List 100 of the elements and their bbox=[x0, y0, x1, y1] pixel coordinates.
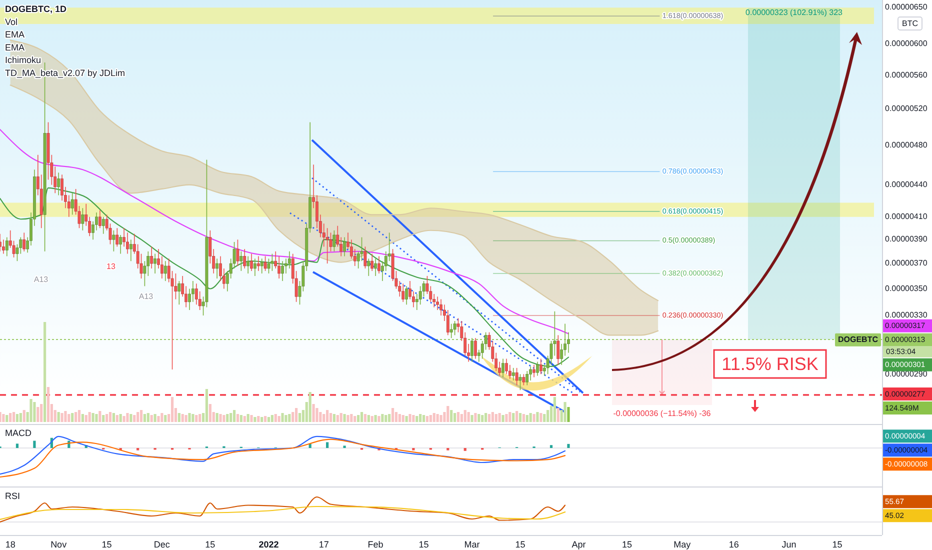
bar bbox=[57, 412, 60, 422]
candlestick bbox=[450, 323, 453, 338]
candlestick bbox=[518, 374, 522, 390]
bar bbox=[481, 415, 484, 422]
bar bbox=[130, 414, 132, 422]
y-tick-label: 0.00000520 bbox=[885, 104, 928, 114]
bar bbox=[278, 416, 280, 422]
bar bbox=[488, 414, 491, 422]
candlestick bbox=[374, 258, 377, 276]
bar bbox=[205, 389, 208, 422]
line-series bbox=[0, 128, 570, 334]
bar bbox=[198, 414, 202, 422]
bar bbox=[346, 415, 350, 422]
bar bbox=[40, 404, 43, 422]
bar bbox=[429, 415, 432, 422]
y-tick-label: 0.00000440 bbox=[885, 180, 928, 189]
annotation: 11.5% RISK bbox=[722, 354, 818, 374]
y-tick-label: 0.00000290 bbox=[885, 369, 928, 378]
bar bbox=[264, 416, 267, 422]
candlestick bbox=[98, 210, 102, 229]
bar bbox=[388, 414, 391, 422]
candlestick bbox=[556, 334, 560, 366]
bar bbox=[350, 414, 353, 422]
y-tick-label: 0.00000480 bbox=[885, 140, 928, 150]
bar bbox=[74, 412, 78, 422]
bar bbox=[64, 411, 67, 422]
bar bbox=[319, 412, 322, 422]
bar bbox=[491, 412, 494, 422]
candlestick bbox=[22, 232, 26, 252]
candlestick bbox=[332, 230, 336, 252]
bar bbox=[484, 413, 488, 422]
bar bbox=[178, 413, 180, 422]
candlestick bbox=[278, 256, 281, 279]
bar bbox=[529, 413, 532, 422]
bar bbox=[284, 415, 288, 422]
annotation: Ichimoku bbox=[5, 55, 42, 66]
bar bbox=[22, 410, 26, 422]
bar bbox=[122, 416, 126, 422]
bar bbox=[108, 412, 112, 422]
annotation: EMA bbox=[5, 42, 25, 52]
bar bbox=[502, 415, 504, 422]
bar bbox=[257, 416, 260, 422]
candlestick bbox=[150, 246, 154, 269]
bar bbox=[267, 417, 270, 422]
bar bbox=[329, 413, 332, 422]
bar bbox=[246, 414, 250, 422]
y-tick-label: 0.00000330 bbox=[885, 310, 928, 320]
bar bbox=[33, 402, 36, 422]
candlestick bbox=[5, 236, 8, 257]
bar bbox=[340, 413, 342, 422]
candlestick bbox=[532, 364, 536, 378]
bar bbox=[308, 392, 312, 422]
bar bbox=[136, 412, 140, 422]
bar bbox=[398, 414, 401, 422]
candlestick bbox=[236, 239, 240, 266]
bar bbox=[184, 415, 188, 422]
bar bbox=[98, 411, 102, 422]
bar bbox=[498, 413, 501, 422]
bar bbox=[381, 414, 384, 422]
y-tick-label: 0.00000410 bbox=[885, 212, 928, 222]
bar bbox=[288, 414, 291, 422]
bar bbox=[46, 387, 50, 422]
bar bbox=[232, 410, 236, 422]
candlestick bbox=[164, 260, 167, 282]
x-tick-label: Mar bbox=[464, 539, 480, 550]
bar bbox=[360, 412, 364, 422]
bar bbox=[416, 416, 418, 422]
candlestick bbox=[256, 256, 260, 272]
bar bbox=[446, 406, 450, 422]
candlestick bbox=[536, 361, 539, 376]
bar bbox=[116, 415, 118, 422]
line-series bbox=[10, 84, 659, 336]
bar bbox=[370, 416, 374, 422]
bar bbox=[478, 414, 480, 422]
candlestick bbox=[453, 320, 456, 336]
candlestick bbox=[526, 370, 529, 386]
bar bbox=[474, 413, 477, 422]
x-tick-label: 15 bbox=[102, 539, 112, 550]
candlestick bbox=[364, 246, 367, 269]
x-tick-label: Jun bbox=[782, 539, 796, 550]
bar bbox=[384, 415, 388, 422]
candlestick bbox=[126, 232, 129, 254]
y-tick-label: 0.00000370 bbox=[885, 258, 928, 268]
bar bbox=[450, 410, 453, 422]
text: BTC bbox=[902, 18, 918, 28]
bar bbox=[378, 416, 380, 422]
bar bbox=[422, 415, 426, 422]
bar bbox=[294, 408, 298, 422]
bar bbox=[95, 414, 98, 422]
bar bbox=[181, 414, 184, 422]
bar bbox=[553, 397, 556, 422]
x-tick-label: 15 bbox=[515, 539, 526, 550]
line-series bbox=[0, 187, 570, 367]
bar bbox=[567, 407, 570, 422]
candlestick bbox=[254, 258, 256, 276]
candlestick bbox=[367, 258, 370, 276]
bar bbox=[30, 399, 32, 422]
chart-title: MACD bbox=[5, 428, 32, 438]
x-tick-label: 16 bbox=[728, 539, 739, 550]
bar bbox=[274, 414, 277, 422]
